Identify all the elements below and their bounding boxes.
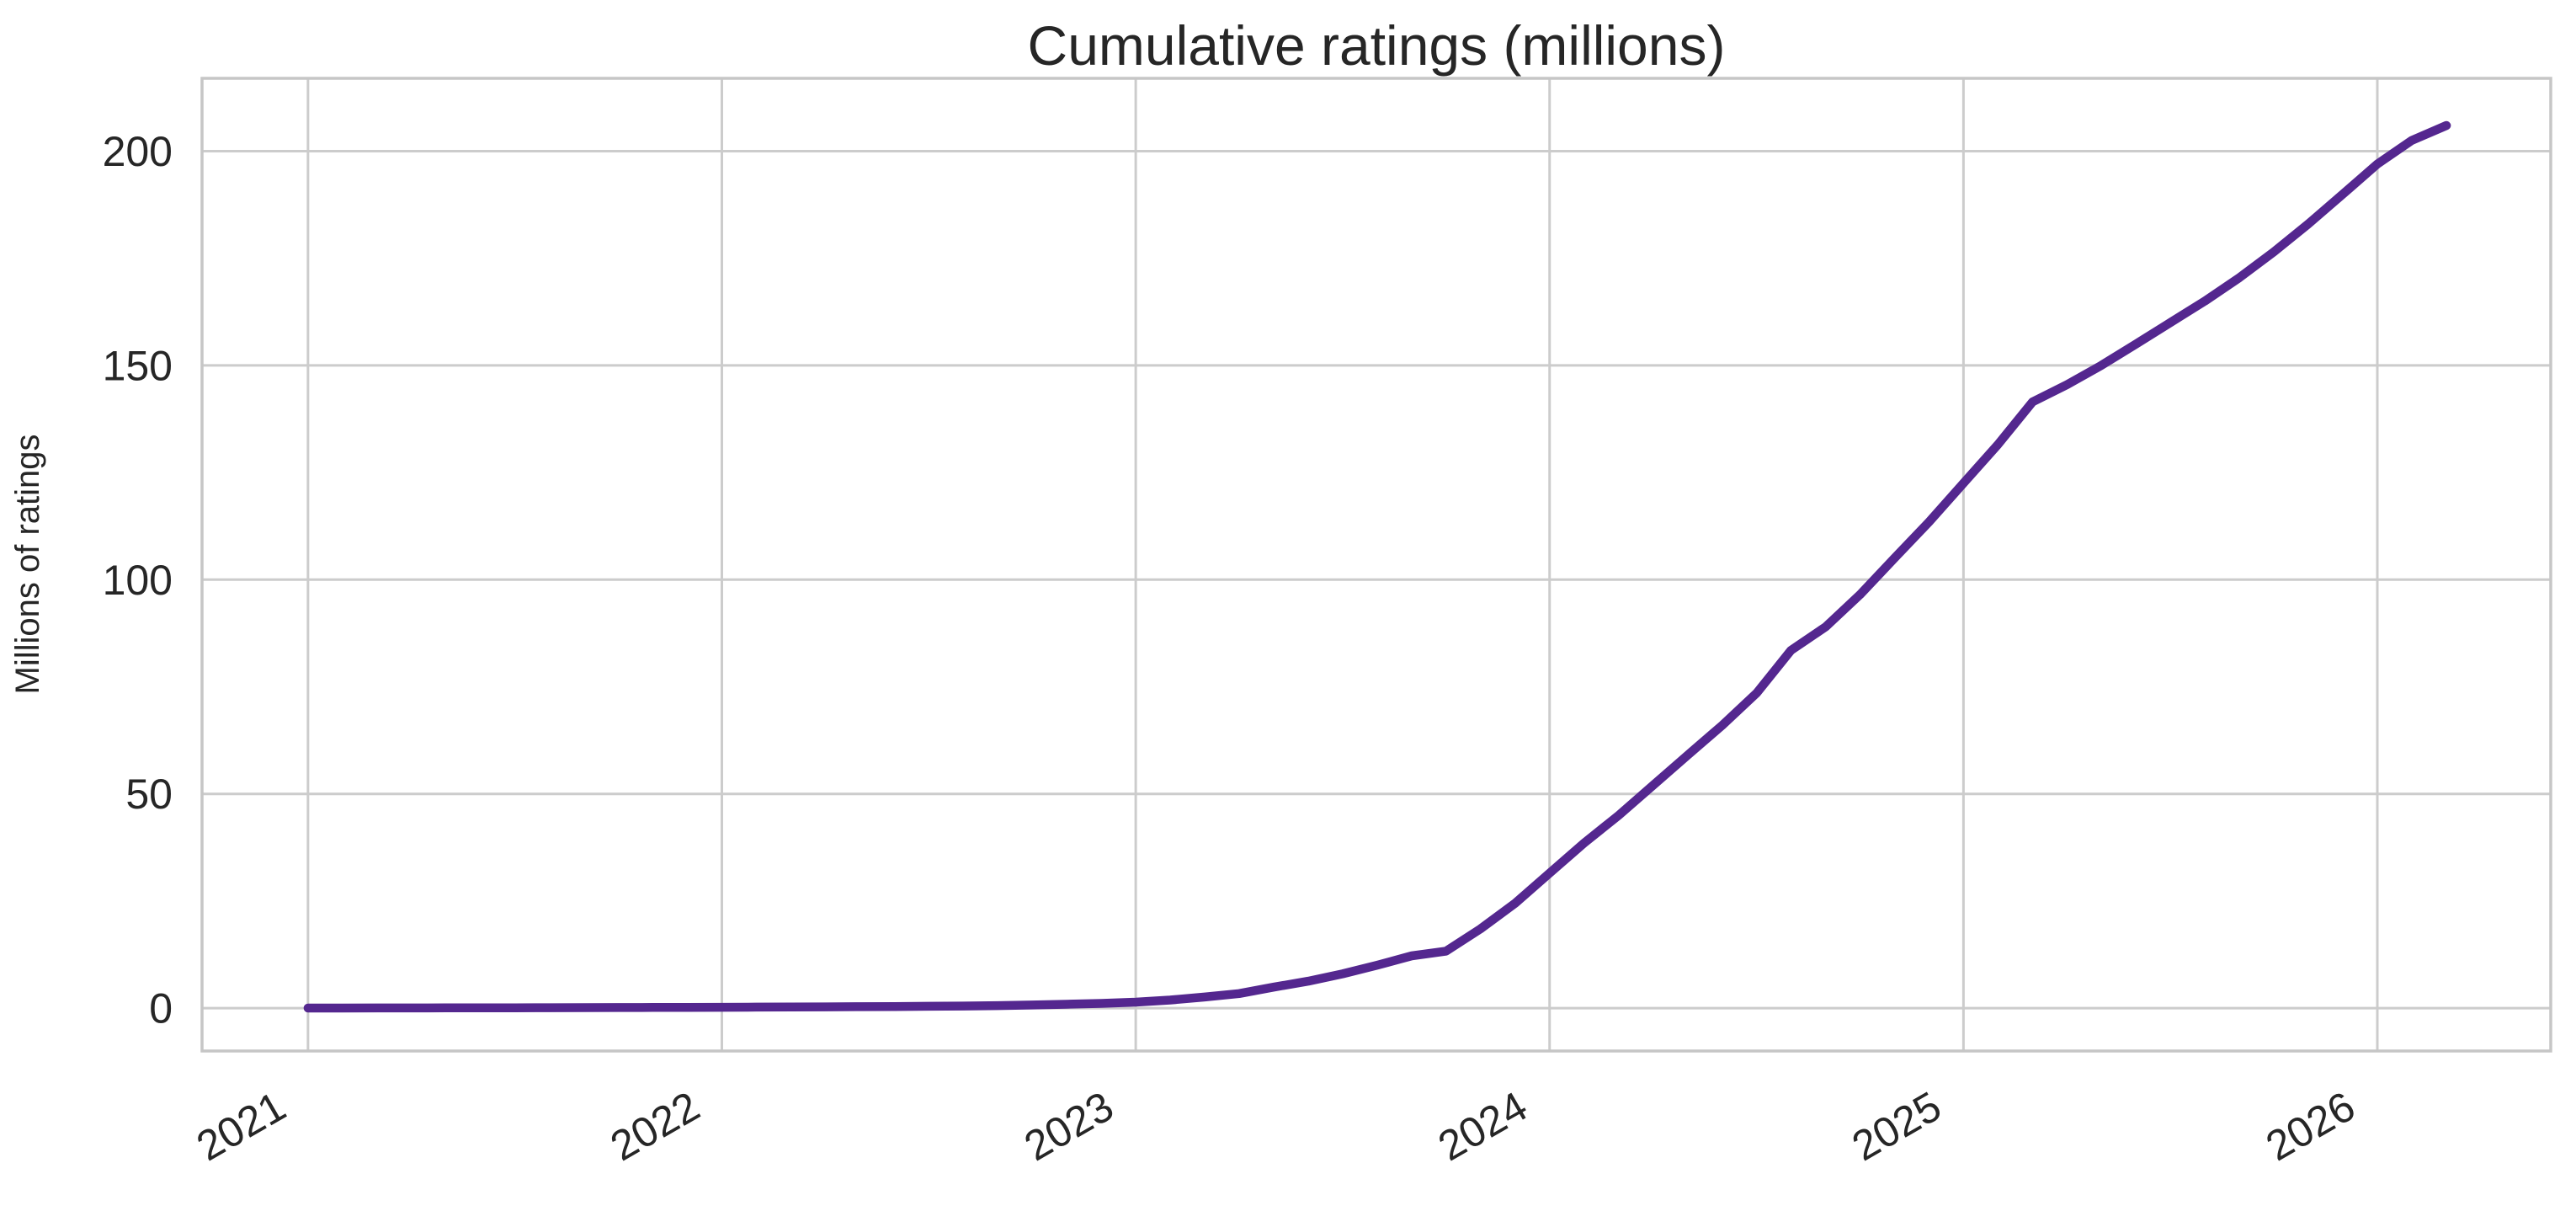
gridlines	[202, 78, 2551, 1051]
x-tick-label: 2023	[1016, 1082, 1120, 1170]
plot-frame	[200, 77, 2552, 1053]
x-tick-label: 2024	[1430, 1082, 1535, 1170]
y-tick-label: 100	[103, 557, 173, 604]
x-tick-label: 2026	[2258, 1082, 2362, 1170]
y-axis-label: Millions of ratings	[9, 434, 46, 694]
series-line-cumulative-ratings	[303, 120, 2451, 1013]
x-tick-label: 2022	[603, 1082, 707, 1170]
x-tick-label: 2025	[1844, 1082, 1949, 1170]
y-tick-label: 0	[149, 985, 173, 1032]
series-lines	[303, 120, 2451, 1013]
x-axis-tick-labels: 2021 2022 2023 2024 2025 2026	[189, 1082, 2362, 1170]
x-tick-label: 2021	[189, 1082, 293, 1170]
y-tick-label: 50	[125, 771, 173, 818]
chart-title: Cumulative ratings (millions)	[1028, 14, 1726, 77]
y-tick-label: 200	[103, 128, 173, 175]
y-tick-label: 150	[103, 342, 173, 389]
y-axis-tick-labels: 0 50 100 150 200	[103, 128, 173, 1032]
